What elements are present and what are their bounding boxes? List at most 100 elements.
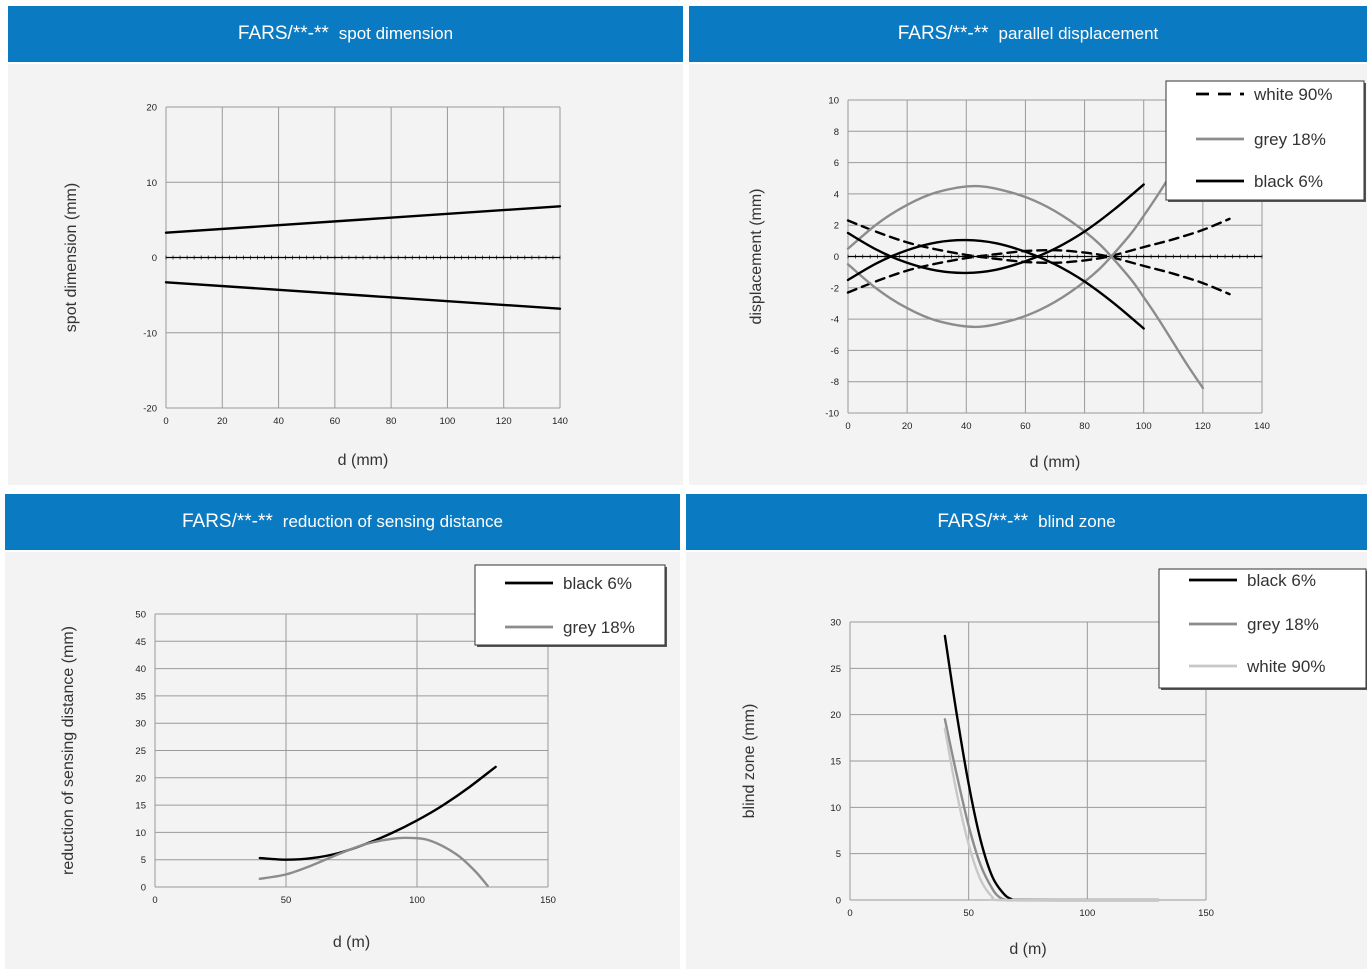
chart-area <box>8 64 683 485</box>
y-tick-label: 10 <box>135 828 146 839</box>
panel-header: FARS/**-** reduction of sensing distance <box>5 494 680 550</box>
legend-label: grey 18% <box>1247 615 1319 634</box>
x-tick-label: 0 <box>845 421 850 432</box>
header-title: spot dimension <box>338 24 454 43</box>
y-tick-label: 50 <box>135 610 146 621</box>
x-axis-label: d (mm) <box>1030 454 1081 471</box>
chart-svg: 0 20 40 60 80 100 120 140 -20 -10 0 10 20 d (mm) spot … <box>63 103 568 470</box>
y-tick-label: 25 <box>135 746 146 757</box>
y-axis-label: blind zone (mm) <box>741 704 758 819</box>
x-tick-label: 100 <box>1079 908 1095 919</box>
y-axis-label: displacement (mm) <box>748 188 765 324</box>
series-line <box>846 217 1231 265</box>
series-line <box>258 836 489 888</box>
x-tick-label: 50 <box>281 895 292 906</box>
y-axis-label: spot dimension (mm) <box>63 183 80 332</box>
legend: black 6% grey 18% white 90% <box>1158 568 1367 690</box>
header-title: parallel displacement <box>998 24 1159 43</box>
y-tick-label: -10 <box>825 409 839 420</box>
y-axis-label: reduction of sensing distance (mm) <box>60 626 77 875</box>
x-tick-label: 40 <box>273 416 284 427</box>
x-tick-label: 80 <box>1079 421 1090 432</box>
y-tick-label: 2 <box>834 221 839 232</box>
x-tick-label: 20 <box>217 416 228 427</box>
x-tick-label: 40 <box>961 421 972 432</box>
series-line <box>164 205 562 234</box>
x-tick-label: 60 <box>330 416 341 427</box>
y-tick-label: 15 <box>830 757 841 768</box>
header-prefix: FARS/**-** <box>897 23 989 44</box>
y-tick-label: -6 <box>831 346 839 357</box>
y-tick-label: 20 <box>830 710 841 721</box>
y-tick-label: 5 <box>141 855 146 866</box>
x-tick-label: 140 <box>552 416 568 427</box>
x-tick-label: 100 <box>409 895 425 906</box>
grid <box>849 621 1207 901</box>
legend-label: white 90% <box>1253 85 1332 104</box>
header-prefix: FARS/**-** <box>237 23 329 44</box>
y-tick-label: 4 <box>834 189 839 200</box>
x-tick-label: 80 <box>386 416 397 427</box>
x-tick-label: 150 <box>1198 908 1214 919</box>
y-tick-label: 25 <box>830 664 841 675</box>
header-prefix: FARS/**-** <box>937 511 1029 532</box>
y-tick-label: 0 <box>834 252 839 263</box>
header-title: reduction of sensing distance <box>282 512 503 531</box>
chart-svg: 0 50 100 150 0 5 10 15 20 25 30 35 40 45 50 d (m) reduct… <box>60 564 667 951</box>
x-tick-label: 60 <box>1020 421 1031 432</box>
x-tick-label: 100 <box>439 416 455 427</box>
legend-box <box>474 564 666 646</box>
y-tick-label: 30 <box>135 719 146 730</box>
x-axis-label: d (m) <box>1009 941 1046 958</box>
legend-label: white 90% <box>1246 657 1325 676</box>
legend-label: black 6% <box>1247 571 1316 590</box>
grid <box>154 613 549 888</box>
header-title: blind zone <box>1038 512 1116 531</box>
y-tick-label: 10 <box>828 96 839 107</box>
legend-label: grey 18% <box>563 618 635 637</box>
legend-label: black 6% <box>1254 172 1323 191</box>
legend: white 90% grey 18% black 6% <box>1165 80 1366 202</box>
y-tick-label: 5 <box>836 849 841 860</box>
y-tick-label: -20 <box>143 404 157 415</box>
y-tick-label: 0 <box>141 883 146 894</box>
chart-svg: 0 50 100 150 0 5 10 15 20 25 30 d (m) blind zone (mm… <box>741 568 1367 958</box>
x-tick-label: 120 <box>496 416 512 427</box>
x-tick-label: 0 <box>847 908 852 919</box>
y-tick-label: 0 <box>836 896 841 907</box>
y-tick-label: 35 <box>135 691 146 702</box>
chart-panel-reduction-of-sensing-distance: FARS/**-** reduction of sensing distance… <box>5 494 680 969</box>
panel-header: FARS/**-** blind zone <box>686 494 1367 550</box>
y-tick-label: 10 <box>830 803 841 814</box>
y-tick-label: 45 <box>135 637 146 648</box>
series-line <box>258 765 497 861</box>
series-line <box>164 281 562 310</box>
y-tick-label: 8 <box>834 127 839 138</box>
series-line <box>943 727 1160 902</box>
y-tick-label: 20 <box>135 773 146 784</box>
x-tick-label: 150 <box>540 895 556 906</box>
y-tick-label: -10 <box>143 328 157 339</box>
x-axis-label: d (mm) <box>338 452 389 469</box>
legend: black 6% grey 18% <box>474 564 667 647</box>
y-tick-label: 15 <box>135 801 146 812</box>
x-tick-label: 20 <box>902 421 913 432</box>
y-tick-label: 0 <box>152 253 157 264</box>
series-line <box>943 634 1160 902</box>
x-tick-label: 120 <box>1195 421 1211 432</box>
series-line <box>846 183 1145 275</box>
series-line <box>846 145 1190 329</box>
x-tick-label: 0 <box>163 416 168 427</box>
header-prefix: FARS/**-** <box>181 511 273 532</box>
x-axis-label: d (m) <box>333 934 370 951</box>
y-tick-label: 20 <box>146 103 157 114</box>
x-tick-label: 100 <box>1136 421 1152 432</box>
y-tick-label: 10 <box>146 178 157 189</box>
y-tick-label: 6 <box>834 158 839 169</box>
series-line <box>846 184 1205 390</box>
panel-header: FARS/**-** parallel displacement <box>689 6 1367 62</box>
chart-svg: 0 20 40 60 80 100 120 140 -10 -8 -6 -4 -2 0 2 4 6 8 10 d (m… <box>748 80 1366 471</box>
chart-panel-blind-zone: FARS/**-** blind zone 0 50 100 150 0 5 10 15 20 2… <box>686 494 1367 969</box>
legend-label: grey 18% <box>1254 130 1326 149</box>
series-line <box>846 248 1231 296</box>
